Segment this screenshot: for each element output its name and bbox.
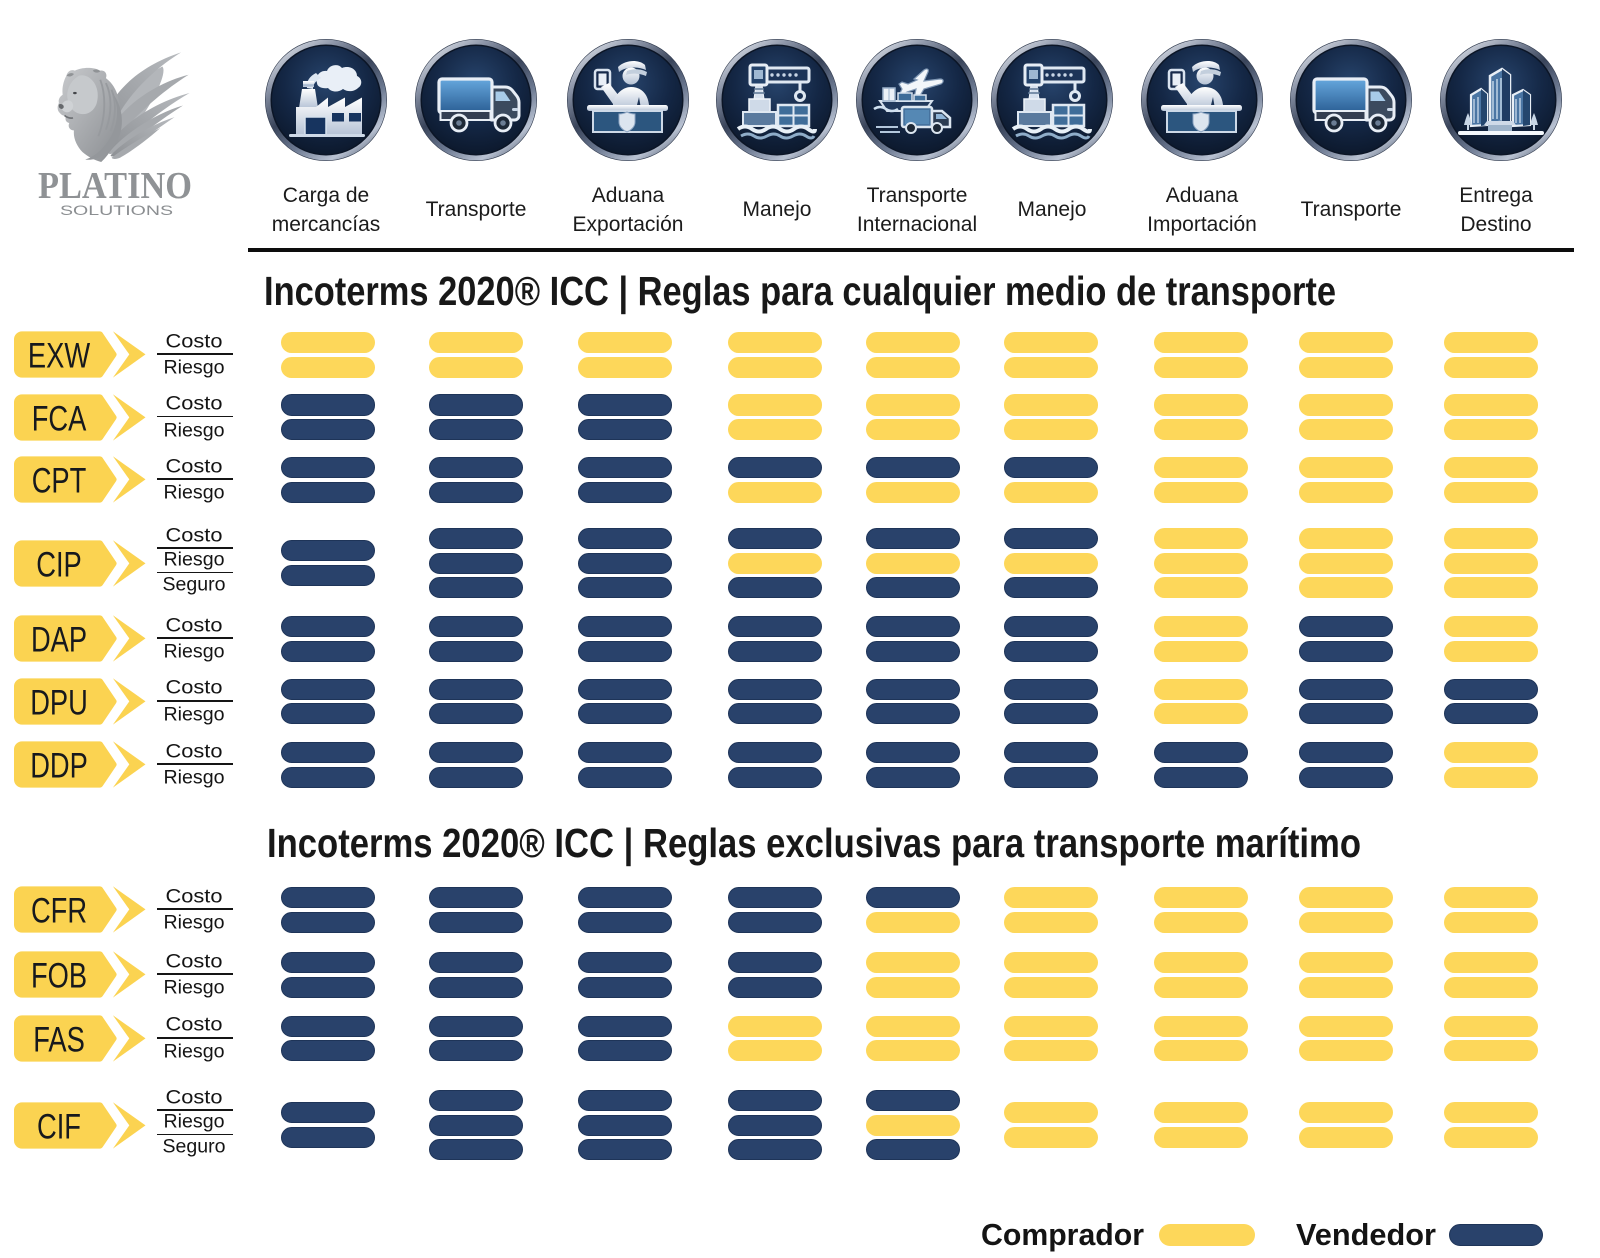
svg-text:Seguro: Seguro <box>163 573 226 595</box>
svg-text:FCA: FCA <box>32 399 87 438</box>
svg-text:EXW: EXW <box>28 337 90 376</box>
svg-text:Costo: Costo <box>166 1086 223 1108</box>
svg-text:Costo: Costo <box>166 885 223 907</box>
svg-text:FOB: FOB <box>31 957 87 996</box>
svg-text:Costo: Costo <box>166 676 223 698</box>
svg-text:Riesgo: Riesgo <box>164 1040 225 1062</box>
svg-text:Riesgo: Riesgo <box>164 356 225 378</box>
svg-text:Incoterms 2020® ICC | Reglas p: Incoterms 2020® ICC | Reglas para cualqu… <box>264 268 1336 314</box>
svg-text:Riesgo: Riesgo <box>164 481 225 503</box>
svg-text:CIP: CIP <box>36 545 82 584</box>
svg-text:Seguro: Seguro <box>163 1135 226 1157</box>
svg-text:Riesgo: Riesgo <box>164 640 225 662</box>
svg-text:Riesgo: Riesgo <box>164 419 225 441</box>
svg-text:Riesgo: Riesgo <box>164 976 225 998</box>
svg-text:Riesgo: Riesgo <box>164 911 225 933</box>
svg-text:Costo: Costo <box>166 1013 223 1035</box>
svg-text:Costo: Costo <box>166 740 223 762</box>
svg-text:Costo: Costo <box>166 524 223 546</box>
svg-text:Costo: Costo <box>166 950 223 972</box>
svg-text:CPT: CPT <box>32 462 87 501</box>
svg-text:Costo: Costo <box>166 455 223 477</box>
svg-text:CFR: CFR <box>31 892 87 931</box>
svg-text:Incoterms 2020® ICC | Reglas e: Incoterms 2020® ICC | Reglas exclusivas … <box>267 820 1361 866</box>
svg-text:Riesgo: Riesgo <box>164 703 225 725</box>
svg-text:DPU: DPU <box>30 683 88 722</box>
svg-text:DDP: DDP <box>30 747 88 786</box>
svg-text:Riesgo: Riesgo <box>164 548 225 570</box>
svg-text:CIF: CIF <box>37 1107 81 1146</box>
svg-text:DAP: DAP <box>31 621 87 660</box>
svg-text:SOLUTIONS: SOLUTIONS <box>60 203 173 218</box>
svg-text:Vendedor: Vendedor <box>1296 1217 1436 1252</box>
svg-text:FAS: FAS <box>33 1020 85 1059</box>
svg-text:Comprador: Comprador <box>981 1217 1144 1252</box>
svg-text:Costo: Costo <box>166 614 223 636</box>
svg-text:Riesgo: Riesgo <box>164 1110 225 1132</box>
svg-text:Costo: Costo <box>166 392 223 414</box>
svg-text:Costo: Costo <box>166 330 223 352</box>
svg-text:PLATINO: PLATINO <box>38 165 192 207</box>
svg-text:Riesgo: Riesgo <box>164 766 225 788</box>
